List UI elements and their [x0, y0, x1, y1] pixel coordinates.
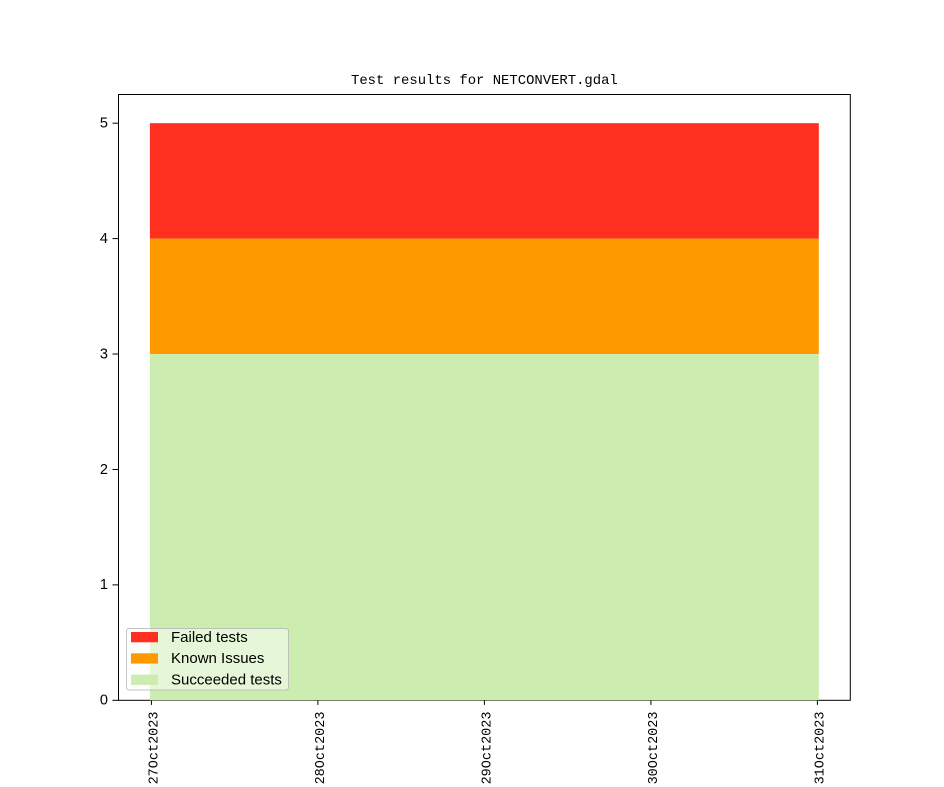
svg-text:31Oct2023: 31Oct2023: [814, 712, 829, 785]
svg-text:30Oct2023: 30Oct2023: [647, 712, 662, 785]
svg-text:2: 2: [100, 462, 108, 478]
svg-text:28Oct2023: 28Oct2023: [314, 712, 329, 785]
svg-text:Succeeded tests: Succeeded tests: [171, 671, 282, 688]
svg-text:1: 1: [100, 577, 108, 593]
svg-text:Failed tests: Failed tests: [171, 629, 248, 646]
svg-text:4: 4: [100, 231, 108, 247]
svg-text:Test results for NETCONVERT.gd: Test results for NETCONVERT.gdal: [351, 73, 618, 89]
svg-text:0: 0: [100, 693, 108, 709]
svg-text:29Oct2023: 29Oct2023: [481, 712, 496, 785]
svg-text:Known Issues: Known Issues: [171, 650, 264, 667]
svg-text:27Oct2023: 27Oct2023: [148, 712, 163, 785]
svg-text:3: 3: [100, 346, 108, 362]
svg-text:5: 5: [100, 116, 108, 132]
